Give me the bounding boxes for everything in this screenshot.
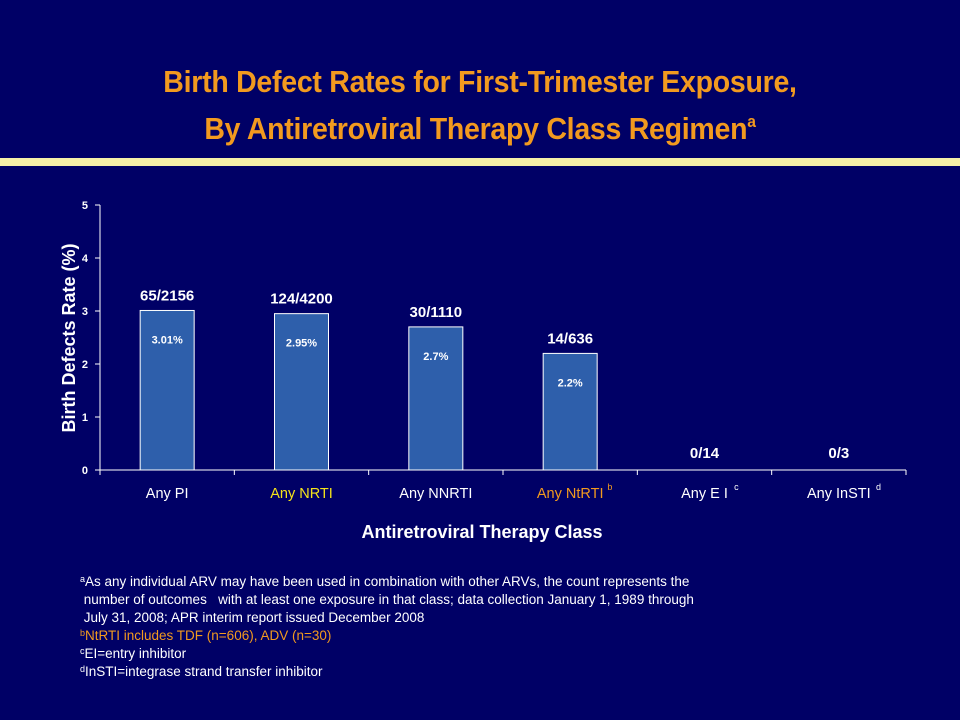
footnote-b-marker: b <box>80 628 86 638</box>
count-label: 30/1110 <box>410 304 463 321</box>
bar <box>408 326 464 471</box>
title-superscript: a <box>747 112 756 131</box>
footnote-c: cEI=entry inhibitor <box>80 645 940 663</box>
count-label: 0/14 <box>690 445 720 462</box>
footnote-a-line3: July 31, 2008; APR interim report issued… <box>80 610 425 625</box>
y-tick-label: 0 <box>82 465 88 477</box>
footnote-d-text: InSTI=integrase strand transfer inhibito… <box>85 664 323 679</box>
x-category-superscript: d <box>876 482 881 492</box>
y-tick-label: 2 <box>82 359 88 371</box>
bar <box>542 352 598 471</box>
footnote-b: bNtRTI includes TDF (n=606), ADV (n=30) <box>80 627 940 645</box>
x-category-superscript: c <box>734 482 739 492</box>
x-category-label: Any NRTI <box>270 486 333 502</box>
bar <box>274 313 329 471</box>
bar-chart: 0 1 2 3 4 5 3.01% 65/2156 Any PI 2.95% 124/4200 Any… <box>59 200 907 542</box>
x-category-label: Any E I <box>681 486 728 502</box>
x-category-label: Any PI <box>146 486 189 502</box>
y-tick-label: 3 <box>82 306 88 318</box>
title-line-1: Birth Defect Rates for First-Trimester E… <box>163 64 797 99</box>
y-tick-label: 5 <box>82 200 88 212</box>
title-line-2: By Antiretroviral Therapy Class Regimena <box>38 102 921 149</box>
slide-title: Birth Defect Rates for First-Trimester E… <box>38 62 921 149</box>
count-label: 0/3 <box>828 445 849 462</box>
footnote-a-line2: number of outcomes with at least one exp… <box>80 592 694 607</box>
bar-value-label: 2.95% <box>286 338 317 350</box>
count-label: 65/2156 <box>140 287 194 304</box>
title-line-2-text: By Antiretroviral Therapy Class Regimen <box>204 111 748 146</box>
bar-value-label: 3.01% <box>152 334 183 346</box>
bar <box>139 309 195 471</box>
y-tick-label: 4 <box>82 253 89 265</box>
footnotes: aAs any individual ARV may have been use… <box>80 573 940 681</box>
x-category-label: Any NNRTI <box>399 486 472 502</box>
count-label: 14/636 <box>547 330 593 347</box>
title-divider <box>0 158 960 166</box>
count-label: 124/4200 <box>270 291 333 308</box>
footnote-a: aAs any individual ARV may have been use… <box>80 573 940 591</box>
footnote-b-text: NtRTI includes TDF (n=606), ADV (n=30) <box>85 628 332 643</box>
footnote-d-marker: d <box>80 664 86 674</box>
footnote-a-line1: As any individual ARV may have been used… <box>85 574 690 589</box>
bar-value-label: 2.7% <box>423 351 448 363</box>
x-category-label: Any NtRTI <box>537 486 604 502</box>
footnote-a-marker: a <box>80 574 86 584</box>
y-tick-label: 1 <box>82 412 88 424</box>
y-axis-title: Birth Defects Rate (%) <box>59 243 79 432</box>
x-category-superscript: b <box>607 482 612 492</box>
bar-value-label: 2.2% <box>558 377 583 389</box>
x-axis-title: Antiretroviral Therapy Class <box>361 522 602 542</box>
x-category-label: Any InSTI <box>807 486 871 502</box>
footnote-c-text: EI=entry inhibitor <box>84 646 187 661</box>
footnote-d: dInSTI=integrase strand transfer inhibit… <box>80 663 940 681</box>
footnote-c-marker: c <box>80 646 85 656</box>
